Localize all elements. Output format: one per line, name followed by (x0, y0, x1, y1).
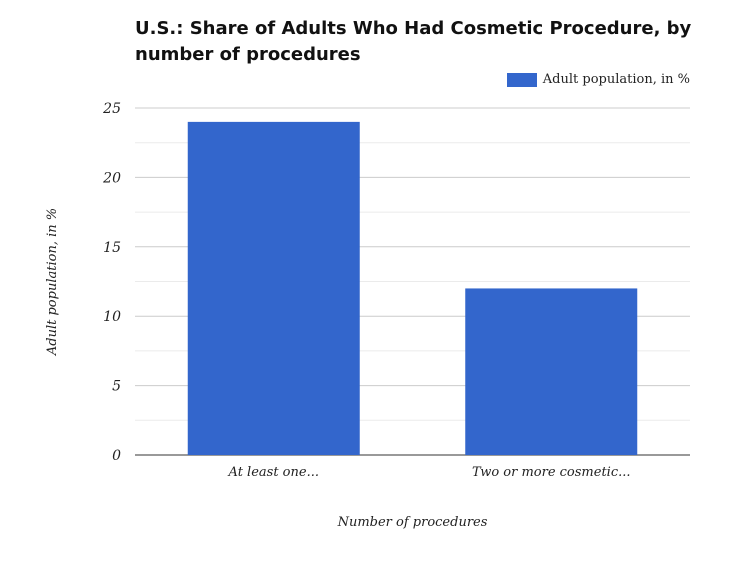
legend: Adult population, in % (506, 72, 690, 87)
bar (465, 288, 638, 455)
y-tick-label: 15 (103, 240, 121, 256)
y-tick-label: 20 (102, 170, 121, 186)
legend-swatch (506, 72, 537, 87)
y-tick-label: 0 (112, 448, 121, 464)
y-tick-label: 5 (112, 379, 121, 395)
x-tick-label: Two or more cosmetic... (472, 465, 631, 480)
x-tick-label: At least one... (228, 465, 319, 480)
y-axis-title: Adult population, in % (45, 208, 60, 356)
chart-title: U.S.: Share of Adults Who Had Cosmetic P… (135, 18, 692, 65)
legend-label: Adult population, in % (542, 72, 690, 87)
x-axis-title: Number of procedures (337, 515, 488, 530)
bar (187, 121, 360, 455)
y-tick-label: 25 (102, 101, 121, 117)
y-tick-label: 10 (103, 309, 121, 325)
